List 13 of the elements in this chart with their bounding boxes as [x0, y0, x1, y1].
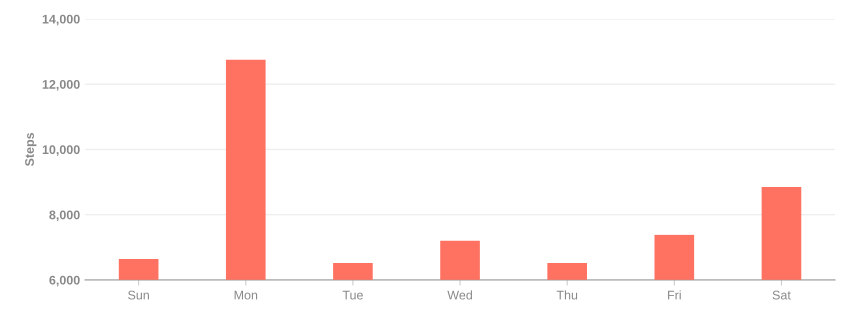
x-tick-label: Sun [128, 290, 149, 300]
y-tick-label: 14,000 [42, 14, 80, 26]
x-tick-label: Mon [234, 290, 258, 300]
y-tick-label: 8,000 [49, 210, 80, 222]
y-tick-label: 6,000 [49, 276, 80, 286]
x-tick-label: Sat [772, 290, 791, 300]
y-tick-label: 10,000 [42, 145, 80, 156]
y-axis-title: Steps [25, 132, 36, 166]
y-tick-label: 12,000 [42, 80, 80, 91]
x-tick-label: Fri [668, 290, 681, 300]
x-tick-label: Tue [342, 290, 363, 300]
x-tick-label: Thu [556, 290, 578, 300]
x-tick-label: Wed [447, 290, 472, 300]
